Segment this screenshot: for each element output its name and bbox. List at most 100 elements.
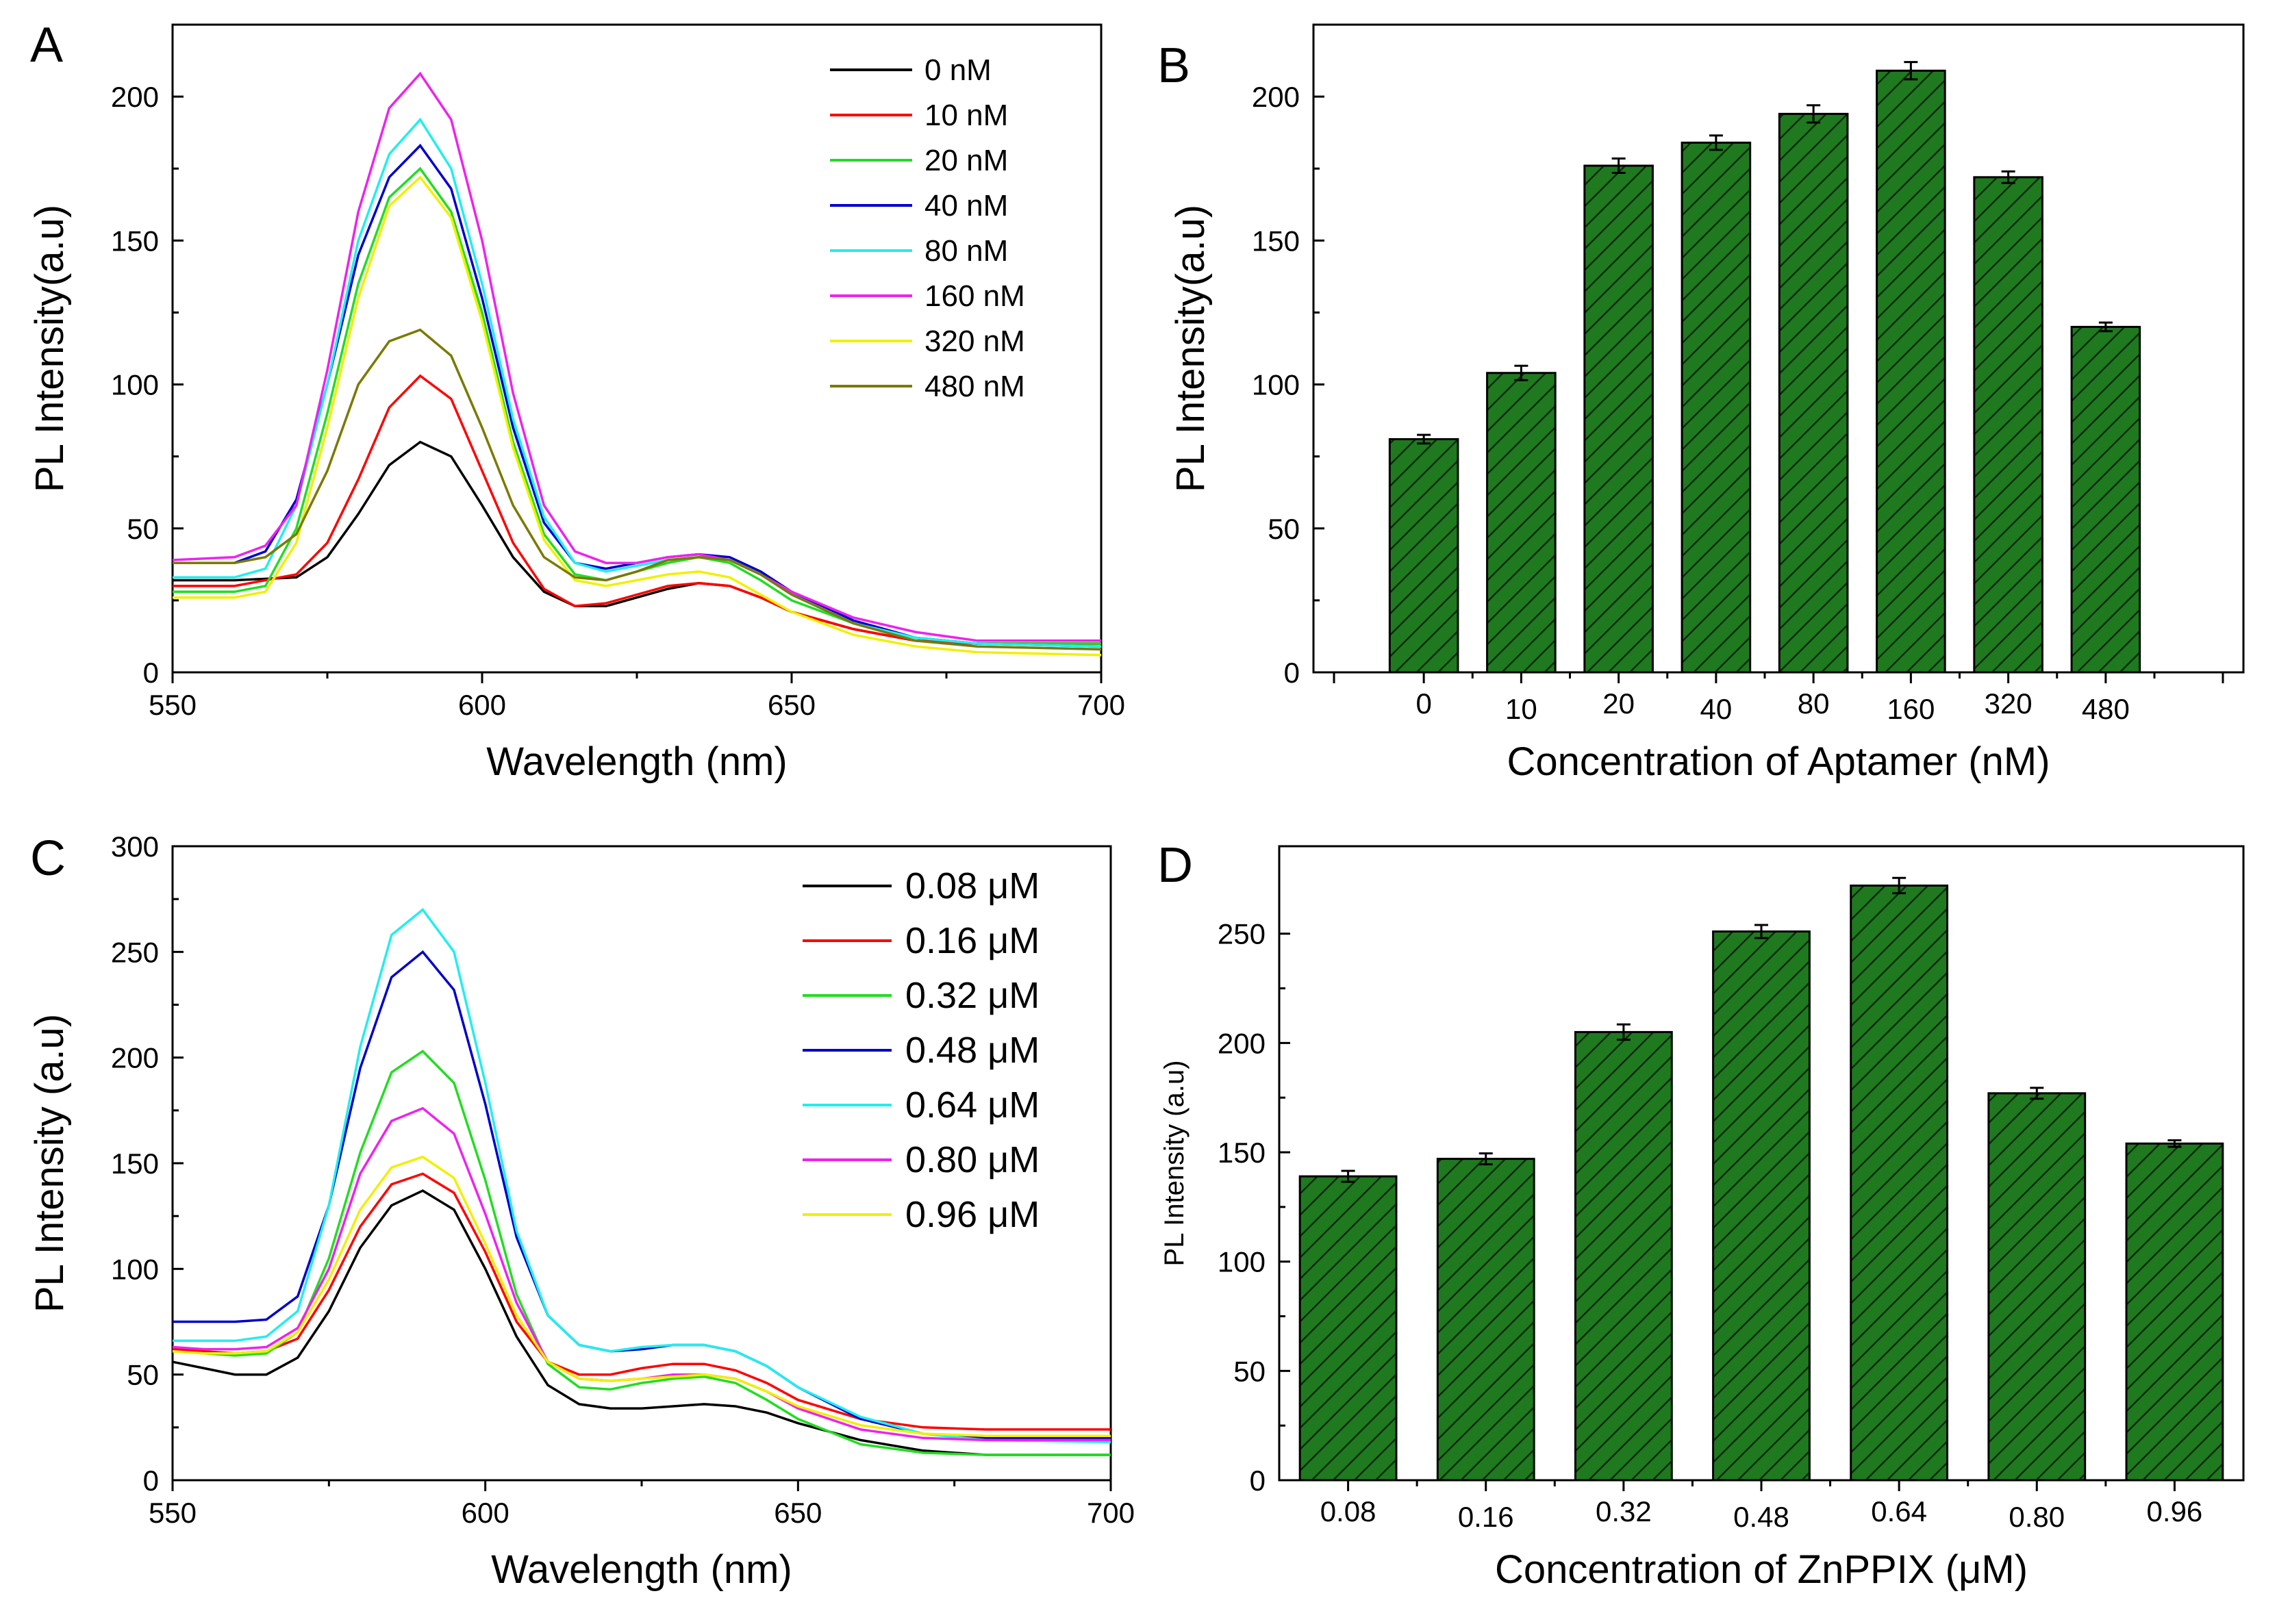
bar [1681,141,1752,674]
x-tick-label: 650 [774,1497,822,1529]
x-tick-label: 0.16 [1458,1501,1514,1533]
series-line [173,908,1111,1444]
legend-label: 10 nM [924,99,1008,132]
x-tick-label: 160 [1887,693,1935,725]
y-tick-label: 200 [1252,81,1300,113]
x-tick-label: 0.64 [1871,1495,1927,1527]
bar [1876,69,1946,674]
bar [1712,930,1811,1482]
x-tick-label: 0.96 [2147,1495,2203,1527]
bar [1778,112,1849,674]
legend-label: 0.08 μM [905,865,1040,906]
series-line [172,71,1101,642]
series-line [173,328,1102,651]
x-tick-label: 650 [768,689,816,721]
legend-label: 40 nM [924,189,1008,223]
y-tick-label: 150 [111,1147,159,1180]
y-tick-label: 100 [1218,1246,1266,1278]
y-tick-label: 200 [1218,1027,1266,1059]
bar [1583,164,1654,674]
x-tick-label: 0.48 [1733,1501,1789,1533]
y-tick-label: 50 [127,1359,159,1391]
y-tick-label: 50 [1233,1355,1266,1387]
panel-a: Wavelength (nm) PL Intensity(a.u) A 0 50 100 1… [27,18,1125,784]
y-tick-label: 150 [1252,225,1300,257]
legend-label: 320 nM [924,325,1025,358]
x-tick-label: 40 [1700,693,1733,725]
x-tick-label: 600 [462,1497,509,1529]
x-tick-label: 550 [149,689,197,721]
x-tick-label: 550 [149,1497,197,1529]
y-tick-label: 200 [111,1042,159,1074]
y-tick-label: 0 [143,1464,159,1497]
bar [2070,325,2141,674]
y-tick-label: 250 [111,936,159,968]
y-tick-label: 0 [1284,657,1300,689]
panel-d: Concentration of ZnPPIX (μM) PL Intensity… [1157,838,2245,1592]
y-tick-label: 100 [111,369,159,401]
x-tick-label: 0.32 [1596,1495,1652,1527]
y-tick-label: 300 [111,830,159,863]
x-tick-label: 0 [1415,687,1431,720]
x-axis-title: Wavelength (nm) [491,1547,792,1592]
bar [1574,1030,1673,1482]
legend-label: 0.64 μM [905,1084,1040,1126]
legend-label: 80 nM [924,234,1008,268]
legend-label: 480 nM [924,370,1025,403]
series-line [173,374,1101,645]
panel-label: B [1157,38,1190,93]
x-tick-label: 700 [1087,1497,1135,1529]
x-tick-label: 480 [2082,693,2130,725]
x-tick-label: 320 [1985,687,2033,720]
bar [1987,1092,2087,1482]
y-axis-title: PL Intensity(a.u) [27,205,72,492]
legend-label: 0.32 μM [905,975,1040,1016]
panel-label: C [30,831,66,886]
y-axis-title: PL Intensity(a.u) [1168,205,1213,492]
legend-label: 20 nM [924,144,1008,177]
y-axis-title: PL Intensity (a.u) [27,1014,72,1312]
y-tick-label: 50 [127,513,159,545]
series-line [173,166,1101,645]
bar [1486,372,1557,674]
legend-label: 0.48 μM [905,1030,1040,1071]
panel-label: D [1157,838,1193,893]
bar [1388,437,1459,674]
x-axis-title: Concentration of ZnPPIX (μM) [1495,1547,2028,1592]
legend-label: 0.96 μM [905,1194,1040,1235]
y-tick-label: 100 [1252,369,1300,401]
legend-label: 160 nM [924,279,1025,313]
x-tick-label: 80 [1798,687,1830,720]
panel-label: A [30,18,63,73]
x-tick-label: 600 [458,689,506,721]
legend-label: 0 nM [924,53,992,87]
panel-c: Wavelength (nm) PL Intensity (a.u) C 0 50 100… [27,830,1135,1592]
legend-label: 0.80 μM [905,1139,1040,1180]
bar [2125,1142,2224,1482]
x-tick-label: 0.80 [2009,1501,2065,1533]
legend-label: 0.16 μM [905,920,1040,961]
x-axis-title: Concentration of Aptamer (nM) [1507,739,2050,784]
panel-b: Concentration of Aptamer (nM) PL Intensit… [1157,23,2245,784]
x-tick-label: 20 [1602,687,1635,720]
y-tick-label: 150 [1218,1137,1266,1169]
bar [1973,176,2043,674]
x-tick-label: 10 [1505,693,1537,725]
series-line [172,1189,1111,1456]
y-axis-title: PL Intensity (a.u) [1159,1061,1190,1267]
series-line [173,175,1102,657]
x-axis-title: Wavelength (nm) [486,739,787,784]
y-tick-label: 100 [111,1253,159,1285]
bar [1298,1175,1398,1482]
y-tick-label: 0 [143,657,159,689]
y-tick-label: 200 [111,81,159,113]
bar [1850,884,1949,1482]
y-tick-label: 50 [1268,513,1300,545]
x-tick-label: 700 [1077,689,1125,721]
y-tick-label: 250 [1218,918,1266,950]
series-line [172,1155,1111,1437]
bar [1436,1158,1535,1482]
x-tick-label: 0.08 [1320,1495,1376,1527]
y-tick-label: 0 [1250,1464,1266,1497]
